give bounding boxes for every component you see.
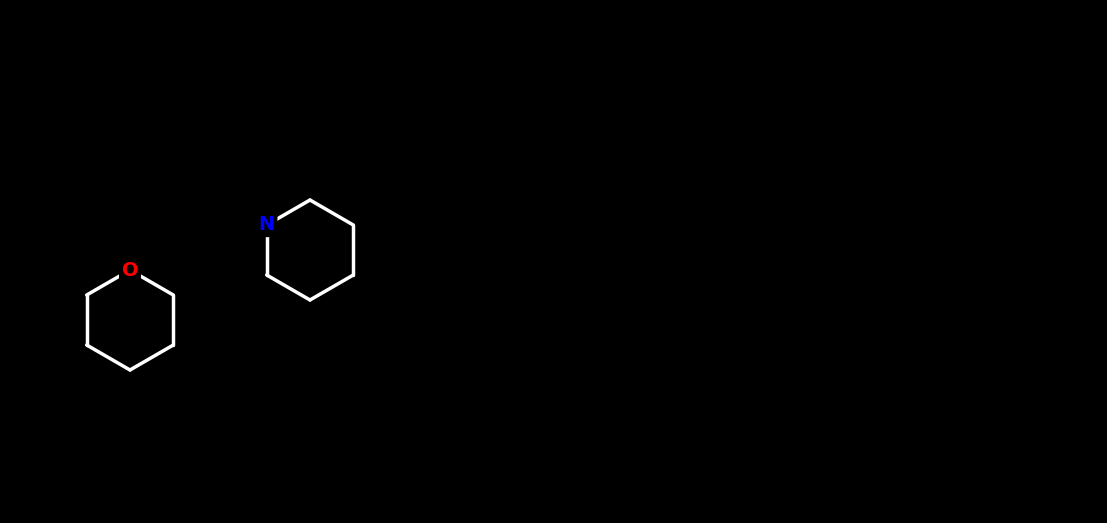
Text: N: N bbox=[259, 215, 275, 234]
Text: O: O bbox=[122, 260, 138, 279]
